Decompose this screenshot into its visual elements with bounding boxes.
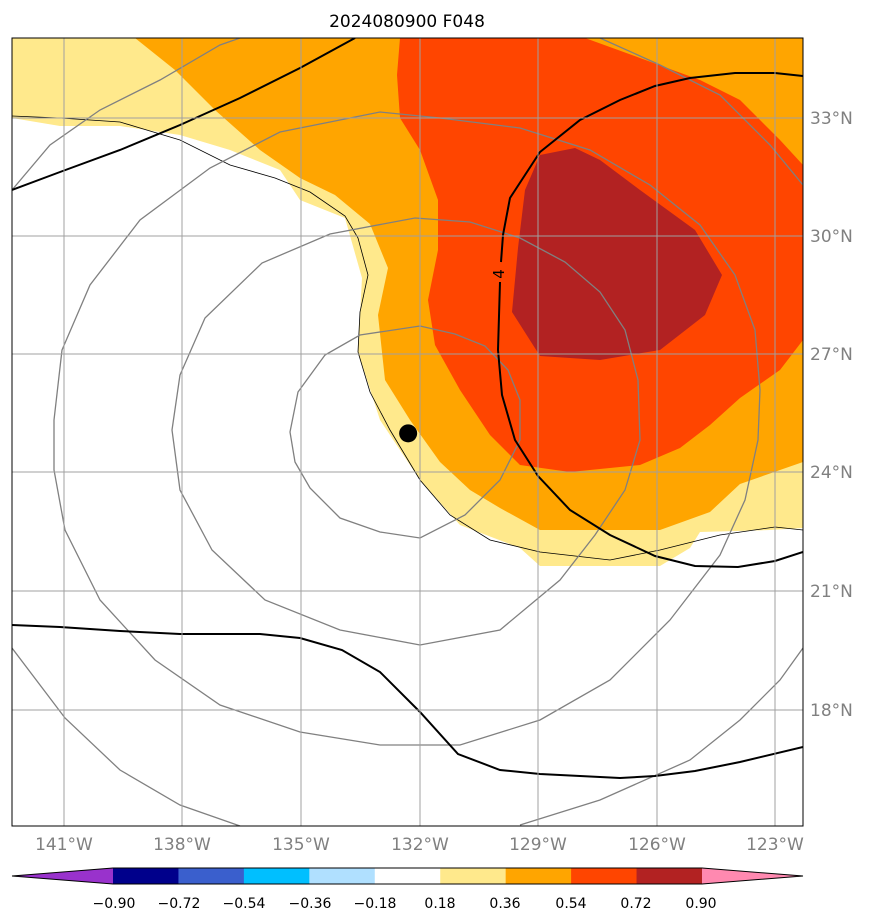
map-frame [11,37,804,827]
colorbar-tick-label: 0.90 [685,896,716,912]
colorbar-extend-min [12,868,113,884]
thick-contour-4 [496,72,803,569]
colorbar-segment [374,868,441,884]
colorbar-segment [636,868,703,884]
grey-contours [12,38,803,826]
colorbar-tick-label: 0.72 [620,896,651,912]
colorbar-segment [571,868,638,884]
lat-tick-label: 30°N [810,227,853,247]
lon-tick-label: 132°W [391,835,449,855]
map-area: 4 [12,38,803,826]
lon-tick-label: 123°W [746,835,804,855]
grey-contour-3 [53,111,761,746]
colorbar-tick-label: −0.18 [354,896,397,912]
colorbar-outline [11,867,804,885]
colorbar-labels: −0.90 −0.72 −0.54 −0.36 −0.18 0.18 0.36 … [93,896,717,912]
grey-contour-2 [171,217,641,646]
colorbar-tick-label: −0.72 [158,896,201,912]
figure-title: 2024080900 F048 [329,12,485,32]
colorbar-segment [113,868,179,884]
lon-tick-label: 129°W [509,835,567,855]
colorbar-extend-max [702,868,803,884]
colorbar [11,867,804,885]
colorbar-tick-label: −0.54 [223,896,266,912]
colorbar-segment [309,868,376,884]
contour-label-4: 4 [490,269,508,279]
colorbar-segment [243,868,310,884]
colorbar-tick-label: 0.18 [424,896,455,912]
lat-axis: 33°N 30°N 27°N 24°N 21°N 18°N [810,109,853,721]
center-dot-marker [399,424,418,443]
colorbar-segment [178,868,245,884]
thick-contour-north [12,38,356,191]
grey-contour-1 [289,325,521,539]
lat-tick-label: 27°N [810,345,853,365]
band-0.72-0.90 [512,148,722,360]
thin-contour [12,115,803,561]
lat-tick-label: 24°N [810,463,853,483]
gridlines [12,38,803,826]
lon-axis: 141°W 138°W 135°W 132°W 129°W 126°W 123°… [35,835,804,855]
lat-tick-label: 18°N [810,701,853,721]
thick-contours [12,38,803,780]
lon-tick-label: 141°W [35,835,93,855]
colorbar-tick-label: −0.36 [289,896,332,912]
colorbar-tick-label: −0.90 [93,896,136,912]
lon-tick-label: 138°W [153,835,211,855]
lat-tick-label: 21°N [810,582,853,602]
lon-tick-label: 126°W [628,835,686,855]
grey-contour-4 [12,38,803,826]
colorbar-tick-label: 0.36 [489,896,520,912]
lat-tick-label: 33°N [810,109,853,129]
colorbar-segment [505,868,572,884]
colorbar-tick-label: 0.54 [555,896,586,912]
lon-tick-label: 135°W [272,835,330,855]
colorbar-segment [440,868,507,884]
